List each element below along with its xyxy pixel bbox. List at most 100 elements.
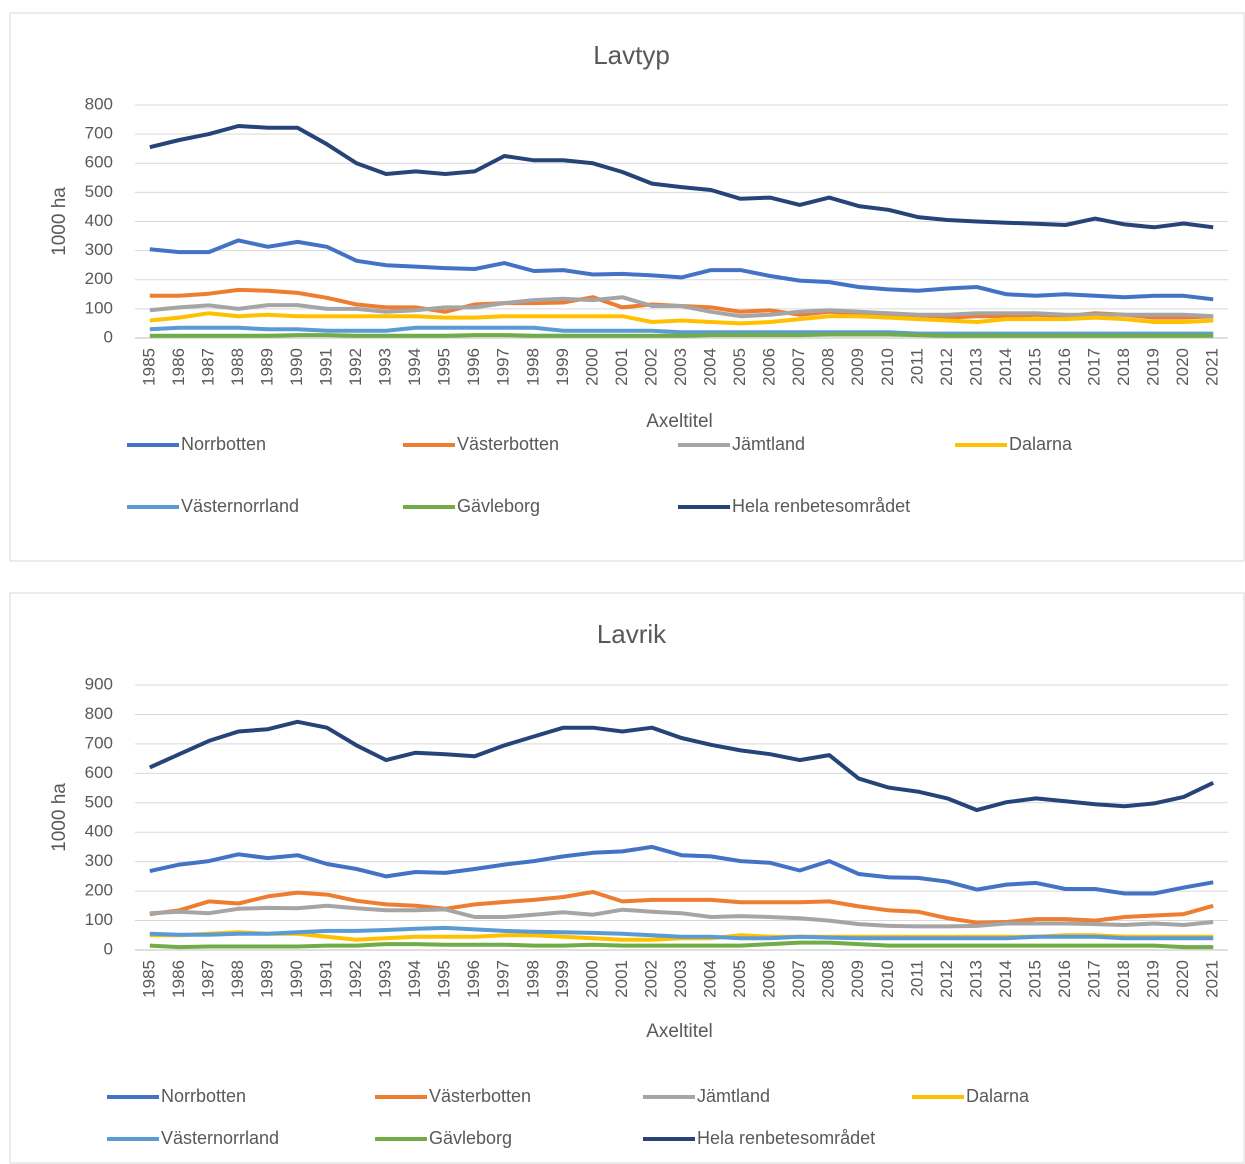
y-tick-label: 300 [85,851,113,870]
legend-label: Västernorrland [161,1128,279,1148]
x-tick-label: 1989 [257,348,276,386]
y-axis-label: 1000 ha [49,783,70,852]
legend-label: Västerbotten [429,1086,531,1106]
y-tick-label: 400 [85,822,113,841]
y-tick-label: 100 [85,910,113,929]
x-tick-label: 1986 [169,348,188,386]
x-tick-label: 2021 [1203,348,1222,386]
x-tick-label: 1989 [257,960,276,998]
x-tick-label: 2015 [1025,960,1044,998]
series-line [149,295,1214,319]
x-tick-label: 1996 [464,348,483,386]
legend-label: Dalarna [1009,434,1073,454]
x-tick-label: 2004 [701,348,720,386]
y-tick-label: 0 [104,327,113,346]
y-tick-label: 700 [85,733,113,752]
x-tick-label: 1987 [198,960,217,998]
x-tick-label: 1998 [523,348,542,386]
x-tick-label: 2000 [582,348,601,386]
x-tick-label: 2003 [671,960,690,998]
x-tick-label: 2015 [1025,348,1044,386]
x-axis-label: Axeltitel [646,411,713,432]
x-tick-label: 2014 [996,348,1015,386]
y-tick-label: 0 [104,939,113,958]
x-tick-label: 1998 [523,960,542,998]
x-tick-label: 2000 [582,960,601,998]
x-tick-label: 2005 [730,348,749,386]
y-tick-label: 500 [85,182,113,201]
legend-label: Jämtland [732,434,805,454]
x-tick-label: 2021 [1203,960,1222,998]
x-tick-label: 1988 [228,960,247,998]
series-line [149,325,1214,336]
legend-label: Norrbotten [161,1086,246,1106]
y-tick-label: 300 [85,240,113,259]
legend-label: Hela renbetesområdet [697,1128,875,1148]
y-tick-label: 200 [85,269,113,288]
chart-title: Lavrik [597,619,667,649]
x-tick-label: 2010 [878,348,897,386]
x-tick-label: 2006 [760,960,779,998]
chart-frame [9,592,1245,1164]
y-tick-label: 200 [85,881,113,900]
x-tick-label: 2008 [819,960,838,998]
legend-label: Jämtland [697,1086,770,1106]
x-tick-label: 2002 [641,960,660,998]
x-tick-label: 1995 [435,960,454,998]
x-tick-label: 1985 [139,348,158,386]
x-tick-label: 2005 [730,960,749,998]
legend-label: Gävleborg [457,496,540,516]
y-tick-label: 600 [85,763,113,782]
x-tick-label: 2002 [641,348,660,386]
x-tick-label: 1988 [228,348,247,386]
x-tick-label: 1992 [346,960,365,998]
x-tick-label: 2001 [612,960,631,998]
x-tick-label: 2008 [819,348,838,386]
x-tick-label: 1996 [464,960,483,998]
series-line [149,332,1214,338]
x-tick-label: 2013 [966,348,985,386]
legend-label: Västerbotten [457,434,559,454]
x-tick-label: 2004 [701,960,720,998]
series-line [149,238,1214,302]
x-tick-label: 1986 [169,960,188,998]
x-tick-label: 1993 [376,348,395,386]
y-axis-label: 1000 ha [49,187,70,256]
chart-title: Lavtyp [593,40,670,70]
x-tick-label: 1985 [139,960,158,998]
x-tick-label: 2020 [1173,960,1192,998]
x-tick-label: 2010 [878,960,897,998]
y-tick-label: 500 [85,792,113,811]
series-line [149,925,1214,941]
x-tick-label: 2007 [789,960,808,998]
x-tick-label: 1999 [553,348,572,386]
x-tick-label: 2016 [1055,348,1074,386]
x-tick-label: 2011 [907,348,926,385]
legend-label: Hela renbetesområdet [732,496,910,516]
y-tick-label: 800 [85,704,113,723]
x-tick-label: 1994 [405,960,424,998]
x-tick-label: 2016 [1055,960,1074,998]
x-tick-label: 2012 [937,348,956,386]
x-tick-label: 1995 [435,348,454,386]
series-line [149,124,1214,230]
x-tick-label: 2001 [612,348,631,386]
series-line [149,890,1214,925]
series-line [149,903,1214,929]
series-line [149,844,1214,896]
y-tick-label: 400 [85,211,113,230]
x-tick-label: 2020 [1173,348,1192,386]
y-tick-label: 900 [85,674,113,693]
x-tick-label: 1990 [287,348,306,386]
x-tick-label: 1994 [405,348,424,386]
series-line [148,719,1215,813]
x-tick-label: 2009 [848,348,867,386]
legend-label: Gävleborg [429,1128,512,1148]
x-tick-label: 2019 [1144,960,1163,998]
x-tick-label: 1997 [494,348,513,386]
x-tick-label: 2011 [907,960,926,997]
y-tick-label: 800 [85,94,113,113]
y-tick-label: 600 [85,153,113,172]
x-tick-label: 1987 [198,348,217,386]
